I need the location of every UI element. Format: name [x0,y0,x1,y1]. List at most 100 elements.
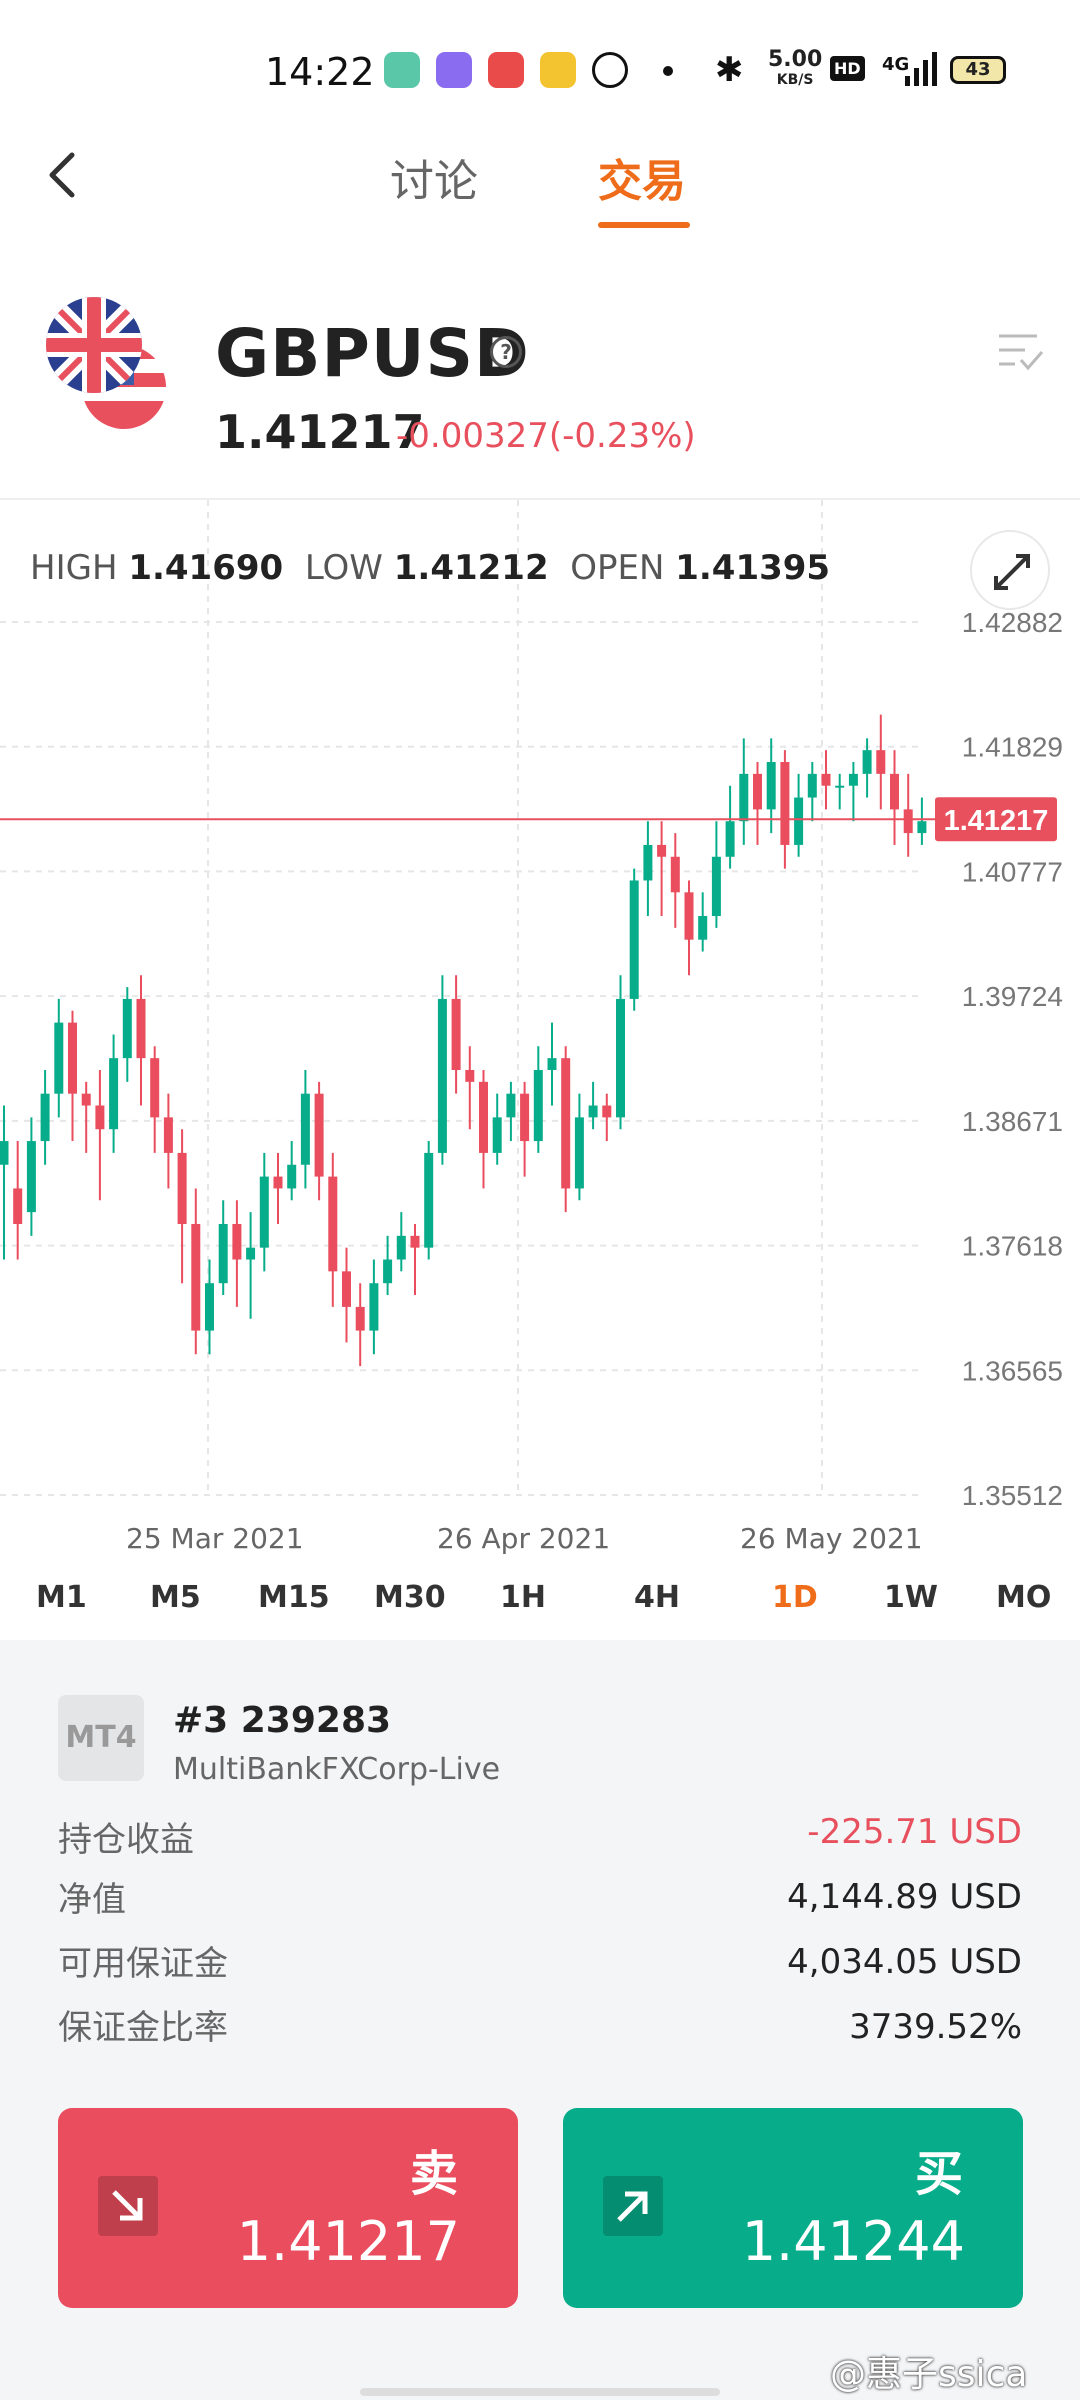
mail-icon [540,52,576,88]
y-tick-label: 1.36565 [962,1355,1063,1386]
candle [259,1176,269,1248]
candle [150,1058,160,1118]
candle [807,773,817,798]
candle [26,1141,36,1213]
instrument-price: 1.41217 [215,405,425,459]
candle [903,809,913,834]
candle [451,998,461,1070]
current-price-label: 1.41217 [944,805,1049,837]
timeframe-1h[interactable]: 1H [500,1580,546,1615]
buy-button[interactable]: 买 1.41244 [563,2108,1023,2308]
y-tick-label: 1.39724 [962,981,1063,1012]
candle [561,1058,571,1189]
y-tick-label: 1.41829 [962,732,1063,763]
candle [218,1223,228,1284]
account-number[interactable]: #3 239283 [173,1700,392,1741]
candle [68,1022,77,1094]
candle [616,998,625,1118]
candle [109,1058,119,1130]
open-value: 1.41395 [675,548,831,588]
mt4-badge: MT4 [58,1695,144,1781]
timeframe-1w[interactable]: 1W [884,1580,938,1615]
candle [698,916,708,940]
tab-discuss[interactable]: 讨论 [390,156,478,207]
candle [163,1117,173,1153]
candle [492,1117,502,1153]
status-bar: 14:22 ✱ 5.00 KB/S HD 4G 43 [0,0,1080,140]
margin-level-value: 3739.52% [849,2007,1022,2047]
candle [725,821,735,857]
candle [383,1259,393,1284]
net-speed: 5.00 KB/S [768,47,823,89]
candle [0,1141,9,1165]
candle [191,1223,201,1331]
candle [835,785,845,788]
candle [684,892,694,940]
signal-icon [905,52,937,86]
timeframe-m30[interactable]: M30 [374,1580,446,1615]
candle [300,1093,310,1165]
candle [739,773,749,822]
candle [54,1022,64,1094]
equity-value: 4,144.89 USD [787,1877,1022,1917]
floating-pl-label: 持仓收益 [58,1820,194,1860]
home-indicator[interactable] [360,2388,720,2396]
margin-level-label: 保证金比率 [58,2008,228,2048]
candle [122,998,132,1059]
back-arrow-icon[interactable] [40,145,90,205]
ohl-summary: HIGH 1.41690 LOW 1.41212 OPEN 1.41395 [30,548,831,588]
candle [369,1283,379,1331]
hd-icon: HD [830,56,865,81]
candle [328,1176,338,1272]
candle [424,1152,434,1248]
timeframe-m5[interactable]: M5 [150,1580,201,1615]
candle [862,750,872,774]
sell-button[interactable]: 卖 1.41217 [58,2108,518,2308]
candle [40,1093,50,1142]
watermark: @惠子ssica [830,2354,1028,2395]
y-tick-label: 1.35512 [962,1480,1063,1511]
floating-pl-value: -225.71 USD [807,1812,1022,1852]
status-time: 14:22 [265,50,375,94]
y-tick-label: 1.37618 [962,1231,1063,1262]
candle [136,998,146,1059]
timeframe-m15[interactable]: M15 [258,1580,330,1615]
candle [629,880,639,999]
timeframe-4h[interactable]: 4H [634,1580,680,1615]
expand-icon [994,554,1030,590]
candle [533,1069,543,1142]
candle [81,1093,91,1106]
candle [657,844,667,857]
candle [821,773,831,786]
watchlist-check-icon[interactable] [995,330,1045,375]
gbp-usd-flag-icon [46,297,166,429]
candle [780,762,790,845]
help-icon[interactable]: ? [490,336,522,368]
buy-label: 买 [914,2146,963,2202]
candle [437,998,447,1153]
candle [246,1247,256,1260]
price-chart[interactable]: 1.42882 1.41829 1.40777 1.39724 1.38671 1.376… [0,500,1080,1560]
candle [794,797,804,845]
y-tick-label: 1.38671 [962,1106,1063,1137]
arrow-down-right-icon [98,2176,158,2236]
candle [13,1188,23,1224]
current-price-tag [935,797,1057,842]
buy-price: 1.41244 [741,2210,965,2273]
high-value: 1.41690 [128,548,284,588]
timeframe-mo[interactable]: MO [996,1580,1052,1615]
y-tick-label: 1.40777 [962,856,1063,887]
timeframe-m1[interactable]: M1 [36,1580,87,1615]
candle [232,1223,242,1260]
timeframe-1d[interactable]: 1D [772,1580,818,1615]
fullscreen-button[interactable] [970,530,1050,610]
sell-label: 卖 [409,2146,458,2202]
dot-icon [663,66,673,76]
instrument-symbol: GBPUSD [215,315,530,392]
candle [273,1176,283,1189]
free-margin-label: 可用保证金 [58,1944,228,1984]
tab-trade[interactable]: 交易 [598,156,686,207]
tab-active-indicator [598,222,690,228]
candle [506,1093,516,1118]
candle [287,1164,297,1189]
